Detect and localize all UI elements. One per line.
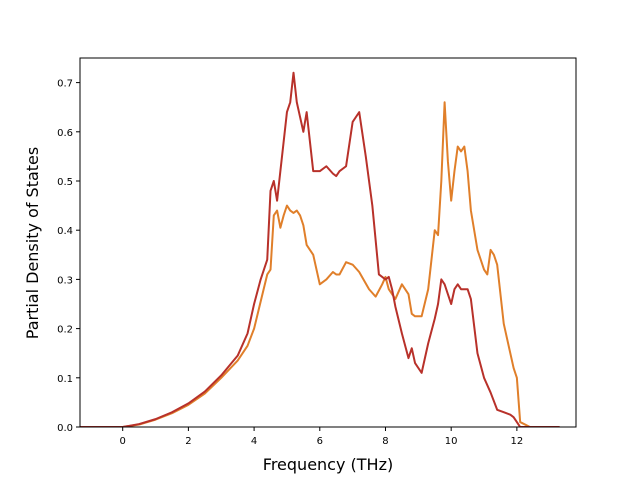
plot-frame — [79, 57, 577, 428]
series-layer — [80, 71, 560, 427]
x-tick-label: 2 — [185, 436, 191, 447]
x-tick-label: 0 — [120, 436, 126, 447]
x-tick-label: 8 — [382, 436, 388, 447]
y-tick-label: 0.2 — [57, 325, 73, 336]
y-tick-label: 0.4 — [57, 226, 73, 237]
y-tick-label: 0.0 — [57, 423, 73, 434]
axes-layer: 0 2 4 6 8 10 12 0.0 0.1 0.2 0.3 0.4 0.5 0.6 0.7 — [57, 57, 577, 447]
y-tick-label: 0.5 — [57, 177, 73, 188]
x-axis-label: Frequency (THz) — [263, 455, 393, 474]
x-tick-label: 12 — [511, 436, 524, 447]
x-tick-label: 10 — [445, 436, 458, 447]
x-tick-label: 4 — [251, 436, 257, 447]
y-axis-label: Partial Density of States — [23, 147, 42, 339]
y-tick-label: 0.7 — [57, 79, 73, 90]
y-tick-label: 0.6 — [57, 128, 73, 139]
x-tick-label: 6 — [317, 436, 323, 447]
series-line-1 — [80, 101, 560, 427]
series-line-2 — [80, 71, 560, 427]
y-tick-label: 0.3 — [57, 275, 73, 286]
y-tick-label: 0.1 — [57, 374, 73, 385]
